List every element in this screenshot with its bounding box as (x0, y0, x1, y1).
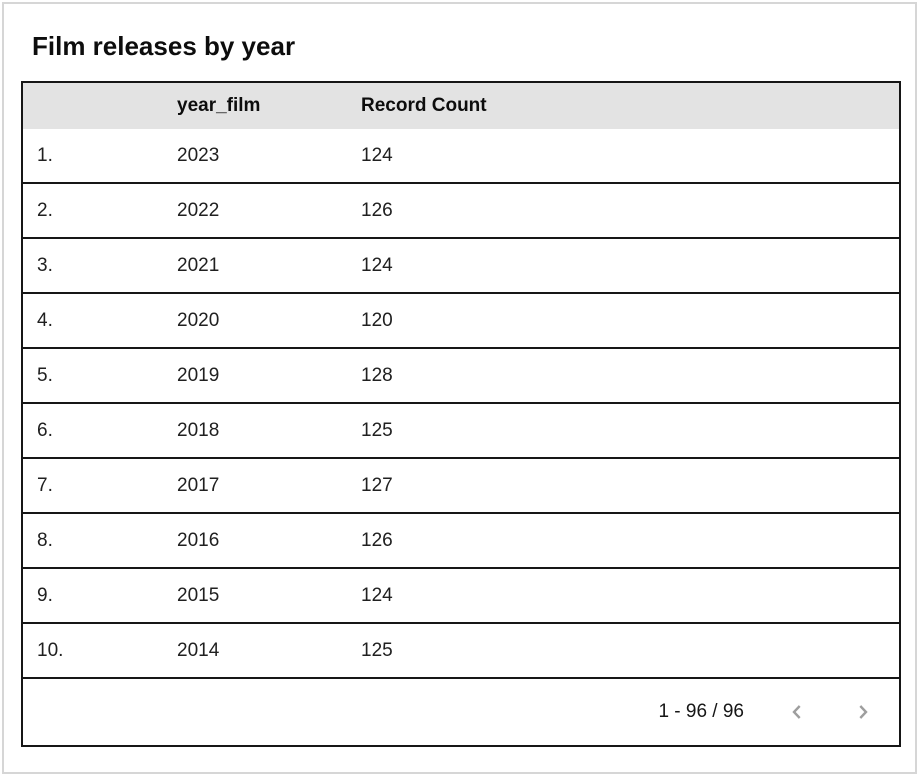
count-cell: 125 (361, 419, 393, 441)
table-row: 7. 2017 127 (23, 459, 899, 514)
table-row: 8. 2016 126 (23, 514, 899, 569)
year-cell: 2016 (177, 529, 220, 551)
row-index-cell: 9. (37, 584, 53, 606)
table-row: 4. 2020 120 (23, 294, 899, 349)
chevron-left-icon (792, 705, 801, 719)
table-pagination-bar: 1 - 96 / 96 (23, 679, 899, 745)
table-row: 10. 2014 125 (23, 624, 899, 679)
year-cell: 2021 (177, 254, 220, 276)
header-cell-record-count[interactable]: Record Count (361, 95, 487, 116)
table-row: 6. 2018 125 (23, 404, 899, 459)
count-cell: 124 (361, 584, 393, 606)
year-cell: 2020 (177, 309, 220, 331)
row-index-cell: 1. (37, 144, 53, 166)
year-cell: 2017 (177, 474, 220, 496)
year-cell: 2022 (177, 199, 220, 221)
pagination-range-label: 1 - 96 / 96 (658, 701, 744, 722)
year-cell: 2018 (177, 419, 220, 441)
table-row: 5. 2019 128 (23, 349, 899, 404)
row-index-cell: 4. (37, 309, 53, 331)
year-cell: 2015 (177, 584, 220, 606)
table-row: 9. 2015 124 (23, 569, 899, 624)
count-cell: 120 (361, 309, 393, 331)
count-cell: 126 (361, 199, 393, 221)
table-row: 3. 2021 124 (23, 239, 899, 294)
year-cell: 2019 (177, 364, 220, 386)
row-index-cell: 7. (37, 474, 53, 496)
count-cell: 125 (361, 639, 393, 661)
page-title: Film releases by year (32, 31, 296, 61)
header-cell-row-number (23, 83, 159, 129)
count-cell: 128 (361, 364, 393, 386)
pagination-next-button[interactable] (850, 699, 876, 725)
count-cell: 127 (361, 474, 393, 496)
year-cell: 2023 (177, 144, 220, 166)
count-cell: 124 (361, 254, 393, 276)
table-row: 1. 2023 124 (23, 129, 899, 184)
row-index-cell: 8. (37, 529, 53, 551)
row-index-cell: 5. (37, 364, 53, 386)
pagination-prev-button[interactable] (784, 699, 810, 725)
count-cell: 126 (361, 529, 393, 551)
row-index-cell: 3. (37, 254, 53, 276)
row-index-cell: 2. (37, 199, 53, 221)
table-row: 2. 2022 126 (23, 184, 899, 239)
count-cell: 124 (361, 144, 393, 166)
row-index-cell: 6. (37, 419, 53, 441)
header-cell-year-film[interactable]: year_film (177, 95, 261, 116)
chevron-right-icon (859, 705, 868, 719)
film-releases-table: year_film Record Count 1. 2023 124 2. 20… (21, 81, 901, 747)
row-index-cell: 10. (37, 639, 64, 661)
table-header-row: year_film Record Count (23, 83, 899, 129)
year-cell: 2014 (177, 639, 220, 661)
